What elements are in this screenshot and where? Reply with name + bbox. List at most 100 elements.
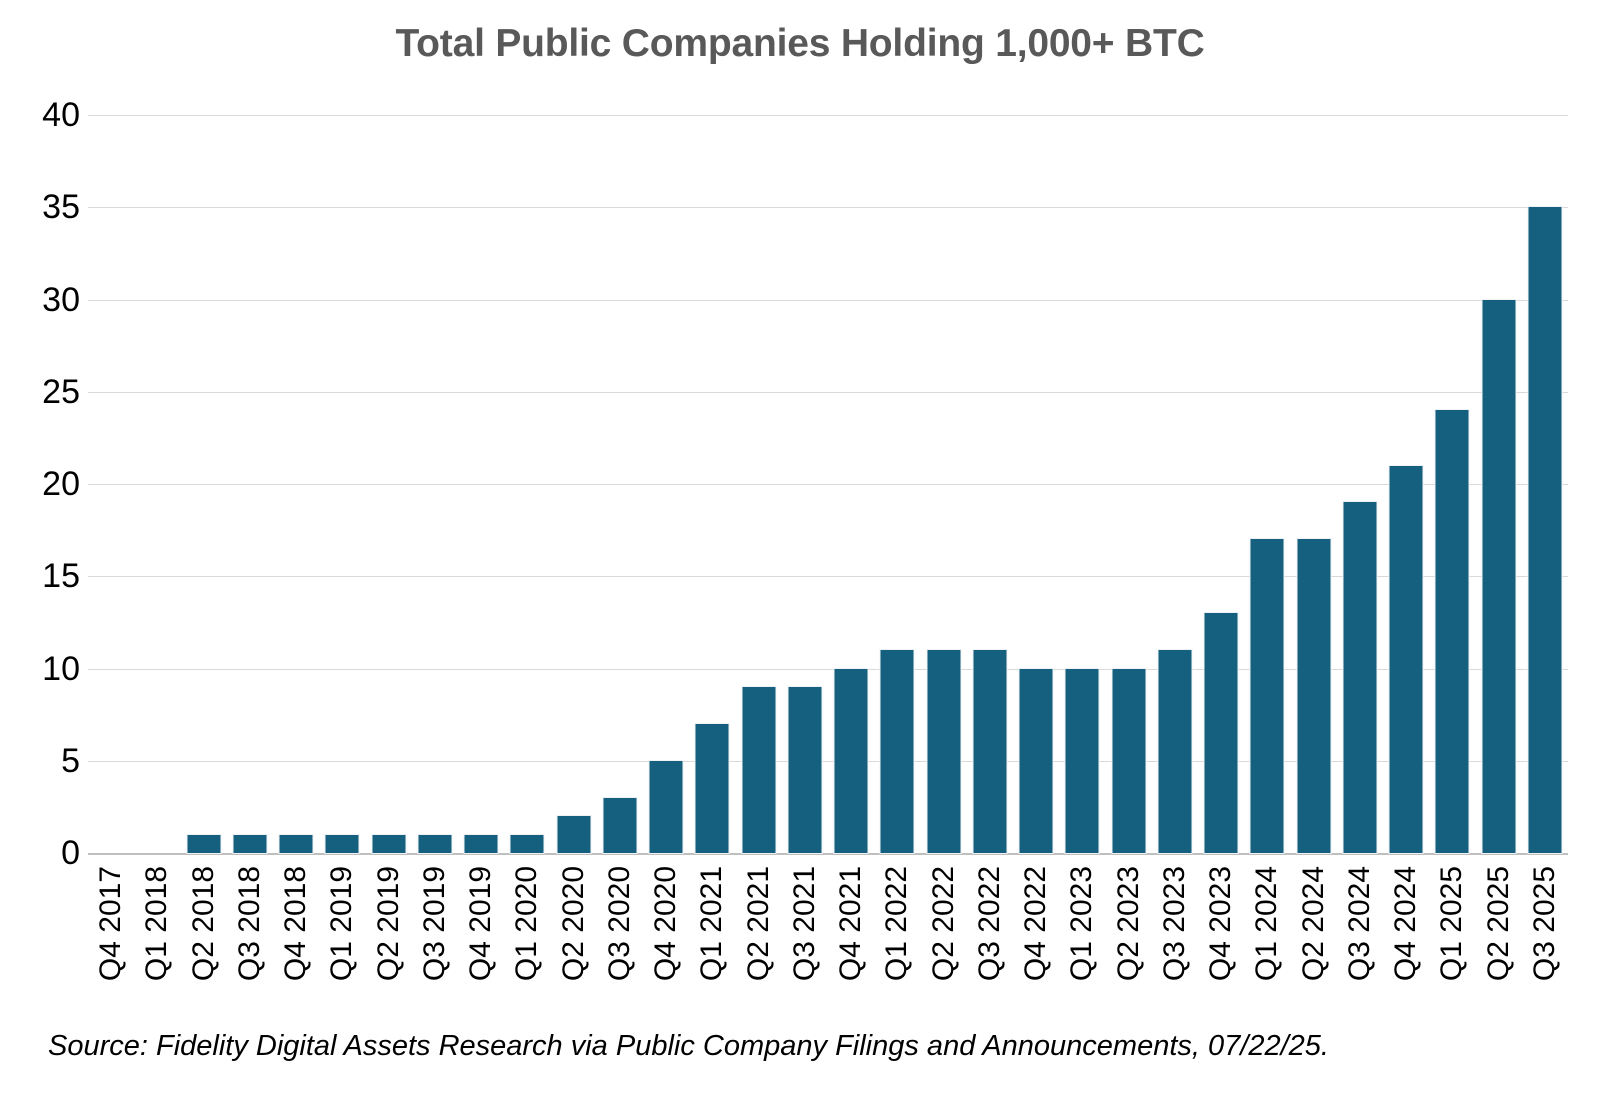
x-axis-tick-label: Q3 2019 bbox=[417, 866, 451, 982]
x-axis-tick-label: Q1 2023 bbox=[1065, 866, 1099, 982]
gridline bbox=[88, 760, 1568, 762]
page-title: Total Public Companies Holding 1,000+ BT… bbox=[395, 22, 1205, 65]
bar[interactable] bbox=[510, 834, 544, 853]
x-axis-tick-label: Q2 2024 bbox=[1296, 866, 1330, 982]
bar[interactable] bbox=[1250, 539, 1284, 853]
x-axis-tick-label: Q1 2025 bbox=[1435, 866, 1469, 982]
x-axis-tick-label: Q4 2023 bbox=[1204, 866, 1237, 982]
gridline bbox=[88, 668, 1568, 670]
x-axis-tick-label: Q3 2023 bbox=[1157, 866, 1191, 982]
gridline bbox=[88, 853, 1568, 855]
bar-slot bbox=[551, 115, 597, 853]
bar[interactable] bbox=[464, 834, 498, 853]
gridline bbox=[88, 207, 1568, 209]
bar[interactable] bbox=[279, 834, 313, 853]
bar-slot bbox=[1059, 115, 1105, 853]
x-axis-tick-label: Q4 2024 bbox=[1389, 866, 1422, 982]
bar-slot bbox=[1013, 115, 1059, 853]
plot-area bbox=[88, 115, 1568, 855]
bar-series bbox=[88, 115, 1568, 853]
bar-slot bbox=[1244, 115, 1290, 853]
bar-slot bbox=[458, 115, 504, 853]
bar-slot bbox=[1337, 115, 1383, 853]
x-axis-tick-label: Q2 2021 bbox=[741, 866, 775, 982]
x-axis-tick-label: Q4 2021 bbox=[834, 866, 867, 982]
y-axis-tick-label: 30 bbox=[42, 280, 80, 319]
bar[interactable] bbox=[1435, 410, 1469, 853]
x-axis-tick-label: Q1 2021 bbox=[695, 866, 729, 982]
y-axis-tick-label: 10 bbox=[42, 649, 80, 688]
bar-slot bbox=[1291, 115, 1337, 853]
bar[interactable] bbox=[649, 760, 683, 853]
x-axis-tick-label: Q2 2019 bbox=[371, 866, 405, 982]
bar[interactable] bbox=[927, 650, 961, 853]
bar-slot bbox=[1383, 115, 1429, 853]
bar-slot bbox=[273, 115, 319, 853]
bar-slot bbox=[1429, 115, 1475, 853]
bar[interactable] bbox=[788, 686, 822, 853]
bar-slot bbox=[412, 115, 458, 853]
y-axis-tick-label: 35 bbox=[42, 188, 80, 227]
bar[interactable] bbox=[418, 834, 452, 853]
bar[interactable] bbox=[1019, 668, 1053, 853]
bar[interactable] bbox=[1297, 539, 1331, 853]
bar[interactable] bbox=[187, 834, 221, 853]
bar[interactable] bbox=[1389, 465, 1423, 853]
y-axis-tick-label: 25 bbox=[42, 372, 80, 411]
bar[interactable] bbox=[603, 797, 637, 853]
bar[interactable] bbox=[557, 816, 591, 853]
bar-slot bbox=[689, 115, 735, 853]
bar[interactable] bbox=[1158, 650, 1192, 853]
bar[interactable] bbox=[1065, 668, 1099, 853]
x-axis-tick-label: Q3 2025 bbox=[1527, 866, 1561, 982]
x-axis-tick-label: Q1 2024 bbox=[1250, 866, 1284, 982]
x-axis-tick-label: Q2 2020 bbox=[556, 866, 590, 982]
bar[interactable] bbox=[973, 650, 1007, 853]
x-axis-tick-label: Q4 2019 bbox=[464, 866, 497, 982]
x-axis-tick-label: Q3 2021 bbox=[787, 866, 821, 982]
bar-slot bbox=[1522, 115, 1568, 853]
bar-slot bbox=[1106, 115, 1152, 853]
bar[interactable] bbox=[1112, 668, 1146, 853]
bar-slot bbox=[504, 115, 550, 853]
bar[interactable] bbox=[1343, 502, 1377, 853]
bar[interactable] bbox=[372, 834, 406, 853]
gridline bbox=[88, 115, 1568, 116]
bar-slot bbox=[782, 115, 828, 853]
bar-slot bbox=[227, 115, 273, 853]
bar-slot bbox=[643, 115, 689, 853]
bar-slot bbox=[88, 115, 134, 853]
bar-slot bbox=[134, 115, 180, 853]
x-axis-tick-label: Q3 2024 bbox=[1342, 866, 1376, 982]
y-axis-tick-label: 20 bbox=[42, 465, 80, 503]
bar-slot bbox=[1198, 115, 1244, 853]
bar-slot bbox=[597, 115, 643, 853]
bar-slot bbox=[874, 115, 920, 853]
bar-slot bbox=[1152, 115, 1198, 853]
bar-slot bbox=[736, 115, 782, 853]
bar[interactable] bbox=[1528, 207, 1562, 853]
bar[interactable] bbox=[1482, 299, 1516, 853]
bar[interactable] bbox=[742, 686, 776, 853]
x-axis-tick-label: Q4 2022 bbox=[1019, 866, 1052, 982]
bar[interactable] bbox=[834, 668, 868, 853]
bar[interactable] bbox=[695, 723, 729, 853]
x-axis-tick-label: Q3 2018 bbox=[232, 866, 266, 982]
x-axis-tick-label: Q4 2020 bbox=[649, 866, 682, 982]
x-axis-tick-label: Q1 2019 bbox=[325, 866, 359, 982]
bar-slot bbox=[828, 115, 874, 853]
bar[interactable] bbox=[325, 834, 359, 853]
x-axis-tick-label: Q1 2022 bbox=[880, 866, 914, 982]
bar[interactable] bbox=[880, 650, 914, 853]
bar[interactable] bbox=[1204, 613, 1238, 853]
x-axis-tick-label: Q2 2018 bbox=[186, 866, 220, 982]
x-axis-tick-label: Q3 2022 bbox=[972, 866, 1006, 982]
x-axis-tick-label: Q2 2022 bbox=[926, 866, 960, 982]
bar-slot bbox=[967, 115, 1013, 853]
gridline bbox=[88, 576, 1568, 578]
bar[interactable] bbox=[233, 834, 267, 853]
bar-slot bbox=[921, 115, 967, 853]
x-axis-tick-label: Q4 2017 bbox=[94, 866, 127, 982]
bar-slot bbox=[319, 115, 365, 853]
